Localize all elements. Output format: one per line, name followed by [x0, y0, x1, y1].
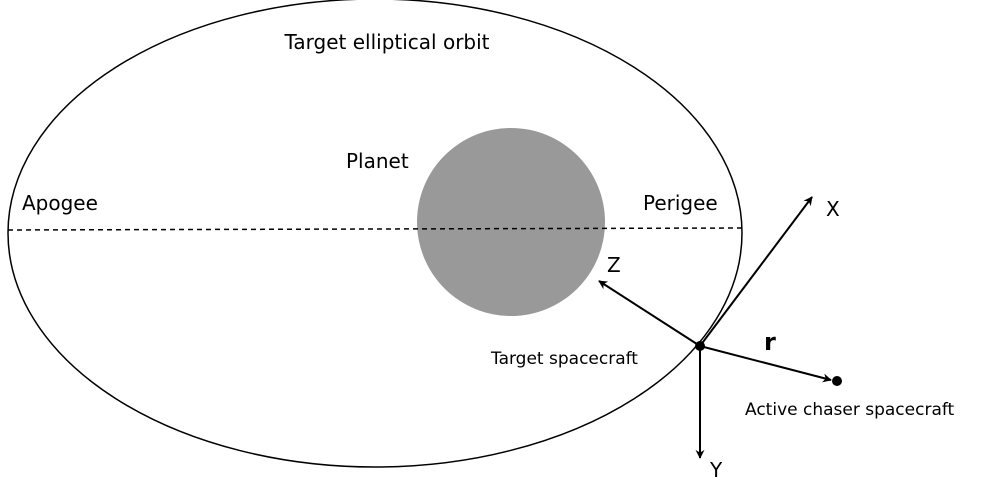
- planet-label: Planet: [346, 149, 409, 173]
- apogee-label: Apogee: [22, 191, 98, 215]
- target-spacecraft-label: Target spacecraft: [490, 349, 638, 369]
- apsis-line: [7, 227, 743, 231]
- x-axis-arrow: [699, 196, 813, 347]
- z-axis-label: Z: [607, 253, 621, 277]
- chaser-spacecraft-dot: [832, 376, 842, 386]
- r-vector-label: r: [764, 328, 776, 356]
- target-spacecraft-dot: [695, 341, 705, 351]
- perigee-label: Perigee: [643, 191, 718, 215]
- orbit-ellipse: [7, 0, 743, 468]
- z-axis-arrow: [598, 280, 701, 347]
- y-axis-label: Y: [709, 458, 723, 482]
- x-axis-label: X: [826, 197, 840, 221]
- chaser-spacecraft-label: Active chaser spacecraft: [745, 400, 955, 420]
- orbit-label: Target elliptical orbit: [283, 30, 489, 54]
- planet: [417, 128, 605, 316]
- r-vector-arrow: [699, 345, 832, 383]
